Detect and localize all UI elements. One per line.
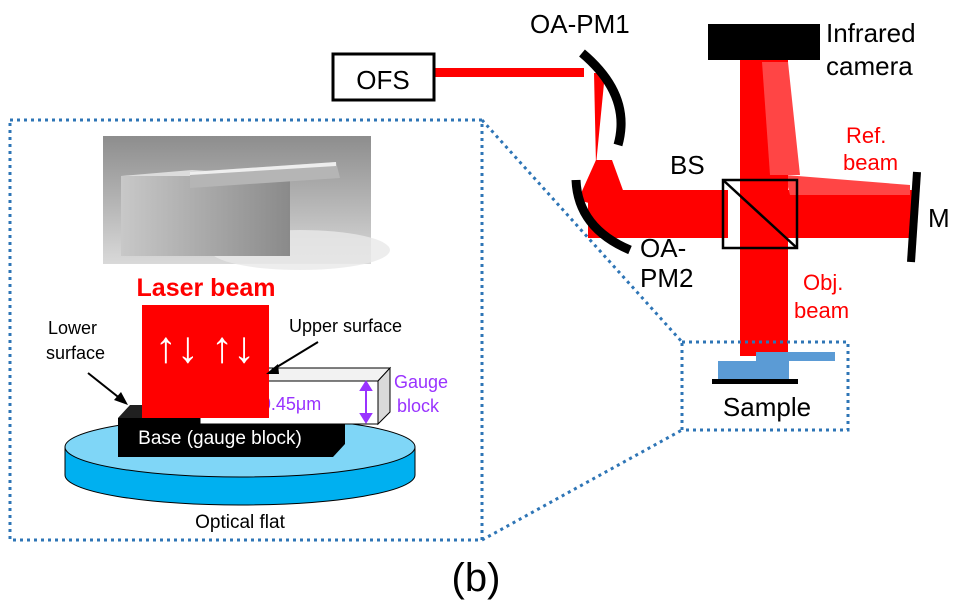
- ofs-output-beam: [434, 68, 584, 77]
- gauge-block-photo: [103, 136, 390, 270]
- ofs-source: OFS: [331, 52, 436, 102]
- obj-beam-label-line2: beam: [794, 298, 849, 323]
- reference-mirror: [907, 171, 921, 263]
- inset-frame: [8, 118, 484, 542]
- ref-beam-label-line2: beam: [843, 150, 898, 175]
- figure-label: (b): [452, 556, 501, 600]
- obj-beam-label-line1: Obj.: [803, 270, 843, 295]
- camera-label-line2: camera: [826, 51, 913, 81]
- oapm1-mirror: [579, 49, 626, 147]
- gauge-block-label-line1: Gauge: [394, 372, 448, 392]
- inset-laser-beam: [142, 305, 269, 418]
- lower-surface-label-line1: Lower: [48, 318, 97, 338]
- oapm1-label: OA-PM1: [530, 9, 630, 39]
- focused-beam-segment: [594, 73, 605, 165]
- reference-beam: [740, 190, 912, 238]
- sample-label: Sample: [723, 392, 811, 422]
- oapm2-mirror: [571, 179, 632, 255]
- lower-surface-label-line2: surface: [46, 343, 105, 363]
- beam-splitter: [721, 178, 799, 250]
- bs-label: BS: [670, 150, 705, 180]
- gauge-block-label-line2: block: [397, 396, 440, 416]
- sample-stage: [712, 379, 798, 384]
- laser-beam-label: Laser beam: [137, 274, 276, 302]
- optical-flat-label: Optical flat: [195, 512, 285, 533]
- infrared-camera: [708, 24, 820, 60]
- upper-surface-arrow: [266, 341, 319, 374]
- camera-label-line1: Infrared: [826, 18, 916, 48]
- mirror-label: M: [928, 203, 950, 233]
- oapm2-label-line1: OA-: [640, 233, 686, 263]
- reference-beam-fan: [785, 175, 910, 195]
- sample-base-block: [718, 361, 789, 379]
- oapm2-label-line2: PM2: [640, 263, 693, 293]
- ofs-label: OFS: [356, 65, 409, 95]
- camera-beam-fan: [762, 62, 800, 175]
- zoom-indicator: [8, 118, 850, 542]
- upper-surface-label: Upper surface: [289, 316, 402, 336]
- ref-beam-label-line1: Ref.: [846, 123, 886, 148]
- lower-surface-arrow: [87, 372, 128, 405]
- sample-zoom-box: [680, 340, 850, 432]
- sample-assembly: [712, 352, 835, 384]
- sample-upper-block: [756, 352, 835, 361]
- object-beam: [740, 238, 788, 356]
- base-label: Base (gauge block): [138, 428, 302, 449]
- thickness-arrow: [359, 380, 373, 424]
- beam-direction-arrows: ↑↓ ↑↓: [155, 323, 255, 372]
- collimated-beam-to-bs: [588, 190, 728, 238]
- laser-beams: [434, 60, 912, 356]
